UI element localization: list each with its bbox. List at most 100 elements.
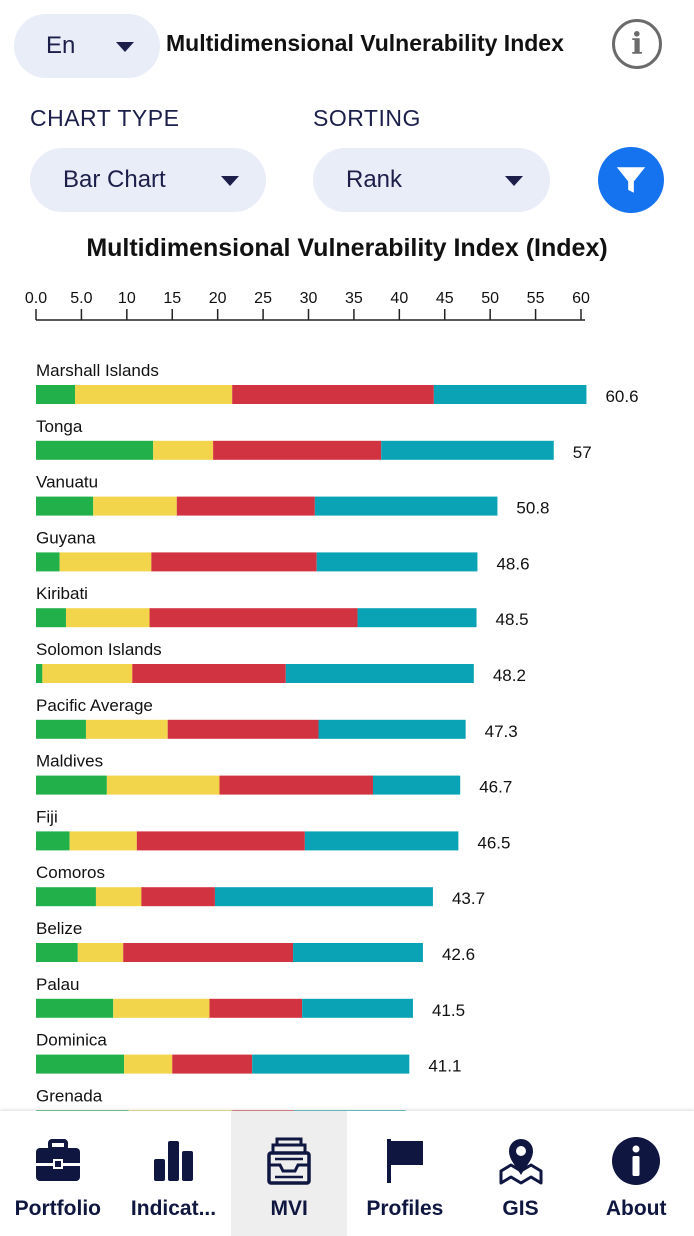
bar-segment [151,552,317,572]
bar-chart: 0.0 5.0 10 15 20 25 30 35 40 45 50 55 60 Marshall Isl… [25,290,639,1111]
sorting-value: Rank [346,166,403,193]
total-label: 48.2 [493,666,526,685]
filter-icon [616,167,646,193]
bar-segment [318,719,466,739]
chart-type-label: CHART TYPE [30,105,180,131]
bar-segment [128,1110,233,1111]
x-tick-label: 55 [527,290,545,307]
total-label: 41.5 [432,1001,465,1020]
total-label: 57 [573,443,592,462]
total-label: 46.7 [479,778,512,797]
nav-item-mvi[interactable]: MVI [231,1111,348,1236]
nav-label: Profiles [366,1197,444,1220]
bar-segment [172,1054,253,1074]
bar-segment [69,831,137,851]
nav-label: MVI [270,1197,308,1220]
page-title: Multidimensional Vulnerability Index [166,30,564,56]
bar-segment [285,664,474,683]
bar-segment [36,664,43,683]
x-tick-label: 10 [118,290,136,307]
category-label: Comoros [36,863,105,882]
bar-segment [36,887,96,907]
x-tick-label: 20 [209,290,227,307]
category-label: Vanuatu [36,473,98,492]
bar-segment [123,943,294,962]
x-tick-label: 40 [390,290,408,307]
bar-chart-icon [153,1141,193,1181]
nav-item-indicators[interactable]: Indicat... [116,1111,232,1236]
nav-item-about[interactable]: About [578,1111,694,1236]
nav-label: GIS [502,1197,539,1220]
info-icon [612,1137,661,1185]
category-label: Kiribati [36,584,88,603]
total-label: 42.6 [442,945,475,964]
bar-segment [106,775,220,795]
nav-item-profiles[interactable]: Profiles [347,1111,463,1236]
bar-segment [302,998,413,1018]
sorting-label: SORTING [313,105,421,131]
bar-segment [357,608,477,628]
bar-segment [141,887,215,907]
language-value: En [46,32,76,59]
total-label: 43.7 [452,889,485,908]
chevron-down-icon [116,42,134,52]
x-tick-label: 5.0 [70,290,92,307]
total-label: 41.1 [428,1057,461,1076]
category-label: Solomon Islands [36,640,162,659]
total-label: 48.5 [496,610,529,629]
info-icon[interactable]: i [612,19,662,69]
bar-segment [149,608,358,628]
bar-segment [136,831,305,851]
bar-segment [252,1054,410,1074]
category-label: Tonga [36,417,83,436]
chart-title: Multidimensional Vulnerability Index (In… [86,234,608,262]
category-label: Maldives [36,752,103,771]
bar-segment [153,440,214,460]
bottom-nav: Portfolio Indicat... MVI Profiles [0,1111,694,1236]
category-label: Guyana [36,528,96,547]
bar-segment [36,1054,125,1074]
total-label: 50.8 [516,499,549,518]
language-select[interactable]: En [14,14,160,78]
category-label: Fiji [36,807,58,826]
bar-segment [93,496,177,516]
bar-segment [77,943,124,962]
chart-type-value: Bar Chart [63,166,166,193]
total-label: 48.6 [496,554,529,573]
total-label: 60.6 [605,387,638,406]
bar-segment [316,552,478,572]
nav-item-gis[interactable]: GIS [463,1111,579,1236]
x-tick-label: 60 [572,290,590,307]
bar-segment [219,775,373,795]
category-label: Grenada [36,1086,103,1105]
nav-label: Portfolio [14,1197,101,1220]
filter-button[interactable] [598,147,664,213]
x-tick-label: 50 [481,290,499,307]
bar-segment [232,1110,294,1111]
bar-segment [36,1110,129,1111]
bar-segment [176,496,315,516]
x-tick-label: 15 [163,290,181,307]
bar-segment [85,719,168,739]
bar-segment [36,831,70,851]
bar-segment [433,385,587,404]
briefcase-icon [35,1139,80,1181]
bar-segment [293,943,423,962]
chevron-down-icon [505,176,523,186]
nav-item-portfolio[interactable]: Portfolio [0,1111,116,1236]
sorting-dropdown[interactable]: Rank [313,148,550,212]
map-pin-icon [499,1139,543,1185]
chart-type-dropdown[interactable]: Bar Chart [30,148,266,212]
nav-label: Indicat... [130,1197,217,1220]
bar-segment [75,385,233,404]
category-label: Pacific Average [36,696,153,715]
category-label: Palau [36,975,79,994]
total-label: 47.3 [485,722,518,741]
bar-segment [372,775,461,795]
category-label: Dominica [36,1031,107,1050]
bar-segment [113,998,210,1018]
bar-segment [36,719,86,739]
inbox-tray-icon [267,1137,311,1185]
bar-segment [36,440,154,460]
chevron-down-icon [221,176,239,186]
